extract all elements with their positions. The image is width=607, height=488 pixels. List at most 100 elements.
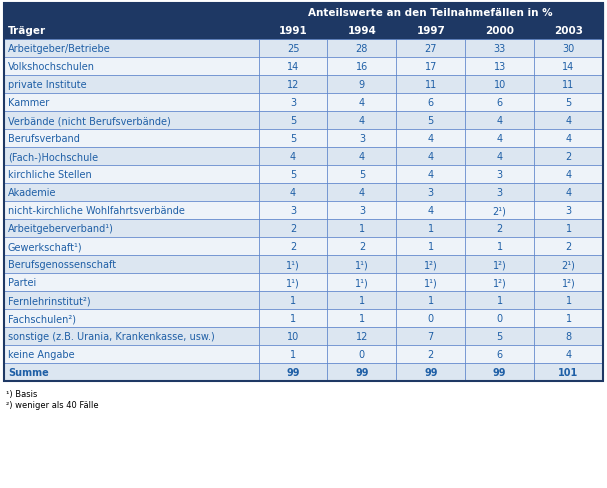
Text: 3: 3 (290, 205, 296, 216)
Bar (4, 220, 259, 238)
Bar (4, 22, 259, 40)
Bar (465, 273, 534, 291)
Text: 1¹): 1¹) (424, 278, 438, 287)
Text: 2: 2 (290, 242, 296, 251)
Text: 8: 8 (566, 331, 572, 341)
Bar (534, 40, 603, 58)
Bar (465, 238, 534, 256)
Bar (534, 148, 603, 165)
Text: 7: 7 (428, 331, 434, 341)
Bar (465, 220, 534, 238)
Text: 4: 4 (566, 116, 572, 126)
Text: 4: 4 (359, 152, 365, 162)
Bar (465, 363, 534, 381)
Bar (396, 363, 465, 381)
Text: 0: 0 (428, 313, 434, 324)
Bar (534, 183, 603, 202)
Text: 5: 5 (290, 116, 296, 126)
Text: 3: 3 (359, 134, 365, 143)
Text: Partei: Partei (8, 278, 36, 287)
Bar (534, 327, 603, 346)
Text: Fernlehrinstitut²): Fernlehrinstitut²) (8, 295, 90, 305)
Bar (465, 183, 534, 202)
Bar (259, 22, 327, 40)
Text: 1¹): 1¹) (286, 278, 300, 287)
Text: 10: 10 (493, 80, 506, 90)
Bar (327, 238, 396, 256)
Text: 1: 1 (428, 224, 434, 234)
Bar (4, 346, 259, 363)
Bar (327, 346, 396, 363)
Text: 1: 1 (290, 313, 296, 324)
Bar (396, 112, 465, 130)
Text: (Fach-)Hochschule: (Fach-)Hochschule (8, 152, 98, 162)
Bar (4, 4, 259, 22)
Text: 1¹): 1¹) (355, 260, 369, 269)
Bar (534, 202, 603, 220)
Text: 1: 1 (566, 224, 572, 234)
Bar (396, 76, 465, 94)
Text: kirchliche Stellen: kirchliche Stellen (8, 170, 92, 180)
Bar (396, 256, 465, 273)
Bar (327, 202, 396, 220)
Bar (259, 58, 327, 76)
Bar (396, 291, 465, 309)
Bar (4, 202, 259, 220)
Text: 2: 2 (566, 242, 572, 251)
Bar (259, 220, 327, 238)
Text: 5: 5 (566, 98, 572, 108)
Bar (259, 112, 327, 130)
Text: 4: 4 (290, 152, 296, 162)
Text: Volkshochschulen: Volkshochschulen (8, 62, 95, 72)
Text: 5: 5 (359, 170, 365, 180)
Bar (396, 130, 465, 148)
Text: 2003: 2003 (554, 26, 583, 36)
Text: 0: 0 (497, 313, 503, 324)
Bar (327, 94, 396, 112)
Text: 9: 9 (359, 80, 365, 90)
Bar (396, 202, 465, 220)
Bar (327, 273, 396, 291)
Text: 1: 1 (497, 242, 503, 251)
Bar (465, 130, 534, 148)
Text: 99: 99 (493, 367, 506, 377)
Bar (465, 112, 534, 130)
Text: 2¹): 2¹) (561, 260, 575, 269)
Bar (327, 58, 396, 76)
Bar (396, 183, 465, 202)
Bar (534, 346, 603, 363)
Bar (534, 291, 603, 309)
Text: 25: 25 (287, 44, 299, 54)
Text: 6: 6 (497, 98, 503, 108)
Bar (465, 148, 534, 165)
Text: 14: 14 (287, 62, 299, 72)
Text: 4: 4 (359, 98, 365, 108)
Bar (465, 94, 534, 112)
Text: 5: 5 (290, 134, 296, 143)
Bar (534, 130, 603, 148)
Text: 2: 2 (428, 349, 434, 359)
Text: 16: 16 (356, 62, 368, 72)
Text: keine Angabe: keine Angabe (8, 349, 75, 359)
Text: 1²): 1²) (424, 260, 438, 269)
Text: 33: 33 (493, 44, 506, 54)
Text: 5: 5 (497, 331, 503, 341)
Bar (534, 58, 603, 76)
Text: Akademie: Akademie (8, 187, 56, 198)
Bar (534, 238, 603, 256)
Bar (259, 40, 327, 58)
Bar (4, 291, 259, 309)
Text: 27: 27 (424, 44, 437, 54)
Bar (465, 327, 534, 346)
Bar (534, 94, 603, 112)
Bar (396, 238, 465, 256)
Text: 4: 4 (566, 187, 572, 198)
Text: 2: 2 (497, 224, 503, 234)
Text: private Institute: private Institute (8, 80, 87, 90)
Bar (259, 165, 327, 183)
Bar (396, 327, 465, 346)
Bar (259, 4, 603, 22)
Text: nicht-kirchliche Wohlfahrtsverbände: nicht-kirchliche Wohlfahrtsverbände (8, 205, 185, 216)
Bar (534, 76, 603, 94)
Text: 5: 5 (428, 116, 434, 126)
